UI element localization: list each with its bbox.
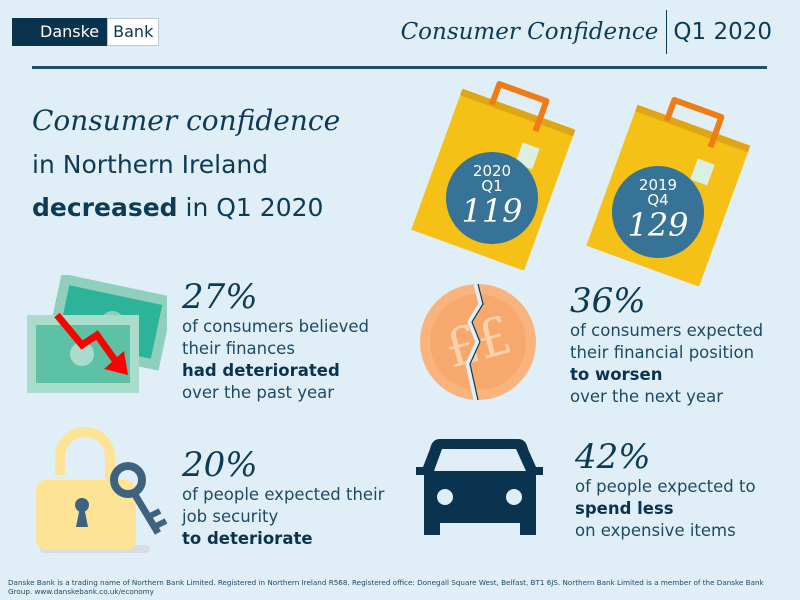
padlock-key-icon — [36, 427, 168, 553]
stat-financial-position-worsen: 36% of consumers expected their financia… — [570, 282, 763, 408]
stat-text: job security — [182, 507, 279, 526]
stat-text: of people expected their — [182, 485, 385, 504]
stat-highlight: to deteriorate — [182, 529, 313, 548]
banknotes-down-arrow-icon — [27, 275, 167, 393]
car-icon — [416, 439, 543, 535]
stat-percent: 27% — [182, 277, 258, 317]
header-title: Consumer Confidence Q1 2020 — [401, 10, 772, 54]
stat-text: their finances — [182, 339, 295, 358]
stat-text: of consumers expected — [570, 321, 764, 340]
report-title: Consumer Confidence — [400, 19, 659, 45]
badge-year: 2019 — [638, 176, 678, 194]
stat-text: on expensive items — [575, 521, 736, 540]
stat-highlight: to worsen — [570, 365, 663, 384]
badge-value: 119 — [461, 192, 523, 230]
shopping-bag-2019-q4: 2019 Q4 129 — [585, 96, 755, 287]
shopping-bag-2020-q1: 2020 Q1 119 — [410, 80, 580, 271]
stat-text: over the past year — [182, 383, 335, 402]
stat-percent: 36% — [570, 281, 646, 321]
badge-year: 2020 — [472, 162, 512, 180]
header-rule — [32, 66, 767, 69]
badge-value: 129 — [627, 206, 689, 244]
footer-disclaimer: Danske Bank is a trading name of Norther… — [8, 578, 764, 596]
stat-text: of people expected to — [575, 477, 756, 496]
headline-rest: in Q1 2020 — [185, 193, 324, 222]
stat-percent: 42% — [575, 437, 651, 477]
stat-spend-less: 42% of people expected to spend less on … — [575, 438, 756, 542]
stat-percent: 20% — [182, 445, 258, 485]
stat-text: of consumers believed — [182, 317, 370, 336]
index-badge: 2019 Q4 129 — [612, 166, 704, 258]
stat-highlight: had deteriorated — [182, 361, 340, 380]
headline-line1: Consumer confidence — [32, 104, 341, 137]
headline-line3: decreased in Q1 2020 — [32, 193, 323, 222]
divider — [666, 10, 668, 54]
report-period: Q1 2020 — [673, 19, 772, 45]
badge-quarter: Q4 — [647, 191, 669, 209]
cracked-pound-coin-icon: ££ — [420, 283, 536, 401]
index-badge: 2020 Q1 119 — [446, 152, 538, 244]
stat-highlight: spend less — [575, 499, 674, 518]
stat-job-security: 20% of people expected their job securit… — [182, 446, 384, 550]
stat-text: over the next year — [570, 387, 723, 406]
stat-finances-deteriorated: 27% of consumers believed their finances… — [182, 278, 369, 404]
headline-bold: decreased — [32, 193, 178, 222]
headline-line2: in Northern Ireland — [32, 150, 269, 179]
danske-bank-logo: Danske Bank — [12, 18, 160, 46]
stat-text: their financial position — [570, 343, 755, 362]
badge-quarter: Q1 — [481, 177, 503, 195]
logo-bank: Bank — [107, 18, 160, 46]
logo-danske: Danske — [12, 18, 108, 46]
